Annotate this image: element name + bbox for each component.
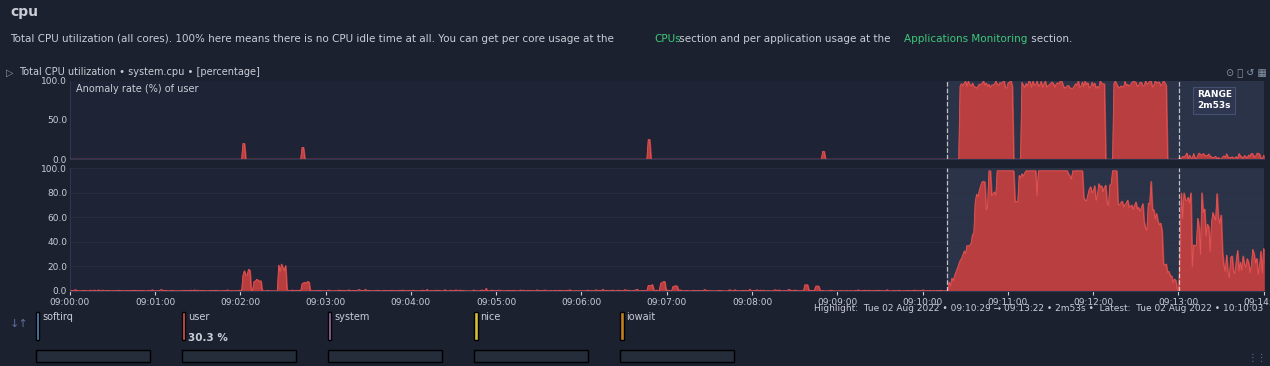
Text: CPUs: CPUs — [655, 34, 682, 44]
Text: ⋮⋮: ⋮⋮ — [1248, 352, 1267, 363]
FancyBboxPatch shape — [328, 312, 331, 340]
FancyBboxPatch shape — [474, 350, 588, 362]
Text: 30.3 %: 30.3 % — [188, 333, 227, 343]
FancyBboxPatch shape — [328, 350, 442, 362]
Text: cpu: cpu — [10, 5, 38, 19]
Text: Anomaly rate (%) of user: Anomaly rate (%) of user — [76, 84, 198, 94]
FancyBboxPatch shape — [36, 312, 39, 340]
Text: user: user — [188, 312, 210, 322]
Text: section.: section. — [1029, 34, 1073, 44]
Text: softirq: softirq — [42, 312, 72, 322]
Bar — [947, 81, 1264, 159]
FancyBboxPatch shape — [620, 350, 734, 362]
Text: Total CPU utilization (all cores). 100% here means there is no CPU idle time at : Total CPU utilization (all cores). 100% … — [10, 34, 617, 44]
FancyBboxPatch shape — [474, 312, 478, 340]
Text: system: system — [334, 312, 370, 322]
FancyBboxPatch shape — [182, 312, 185, 340]
Text: Total CPU utilization • system.cpu • [percentage]: Total CPU utilization • system.cpu • [pe… — [19, 67, 260, 77]
Text: ▷: ▷ — [6, 67, 14, 77]
Text: RANGE
2m53s: RANGE 2m53s — [1196, 90, 1232, 110]
Bar — [947, 168, 1264, 291]
Text: nice: nice — [480, 312, 500, 322]
Text: ⊙ ⓘ ↺ ▦ ✕: ⊙ ⓘ ↺ ▦ ✕ — [1226, 67, 1270, 77]
FancyBboxPatch shape — [620, 312, 624, 340]
Text: Highlight:  Tue 02 Aug 2022 • 09:10:29 → 09:13:22 • 2m53s •  Latest:  Tue 02 Aug: Highlight: Tue 02 Aug 2022 • 09:10:29 → … — [814, 304, 1264, 313]
Text: Applications Monitoring: Applications Monitoring — [904, 34, 1027, 44]
FancyBboxPatch shape — [36, 350, 150, 362]
FancyBboxPatch shape — [182, 350, 296, 362]
Text: ↓↑: ↓↑ — [10, 319, 29, 329]
Text: iowait: iowait — [626, 312, 655, 322]
Text: section and per application usage at the: section and per application usage at the — [677, 34, 894, 44]
